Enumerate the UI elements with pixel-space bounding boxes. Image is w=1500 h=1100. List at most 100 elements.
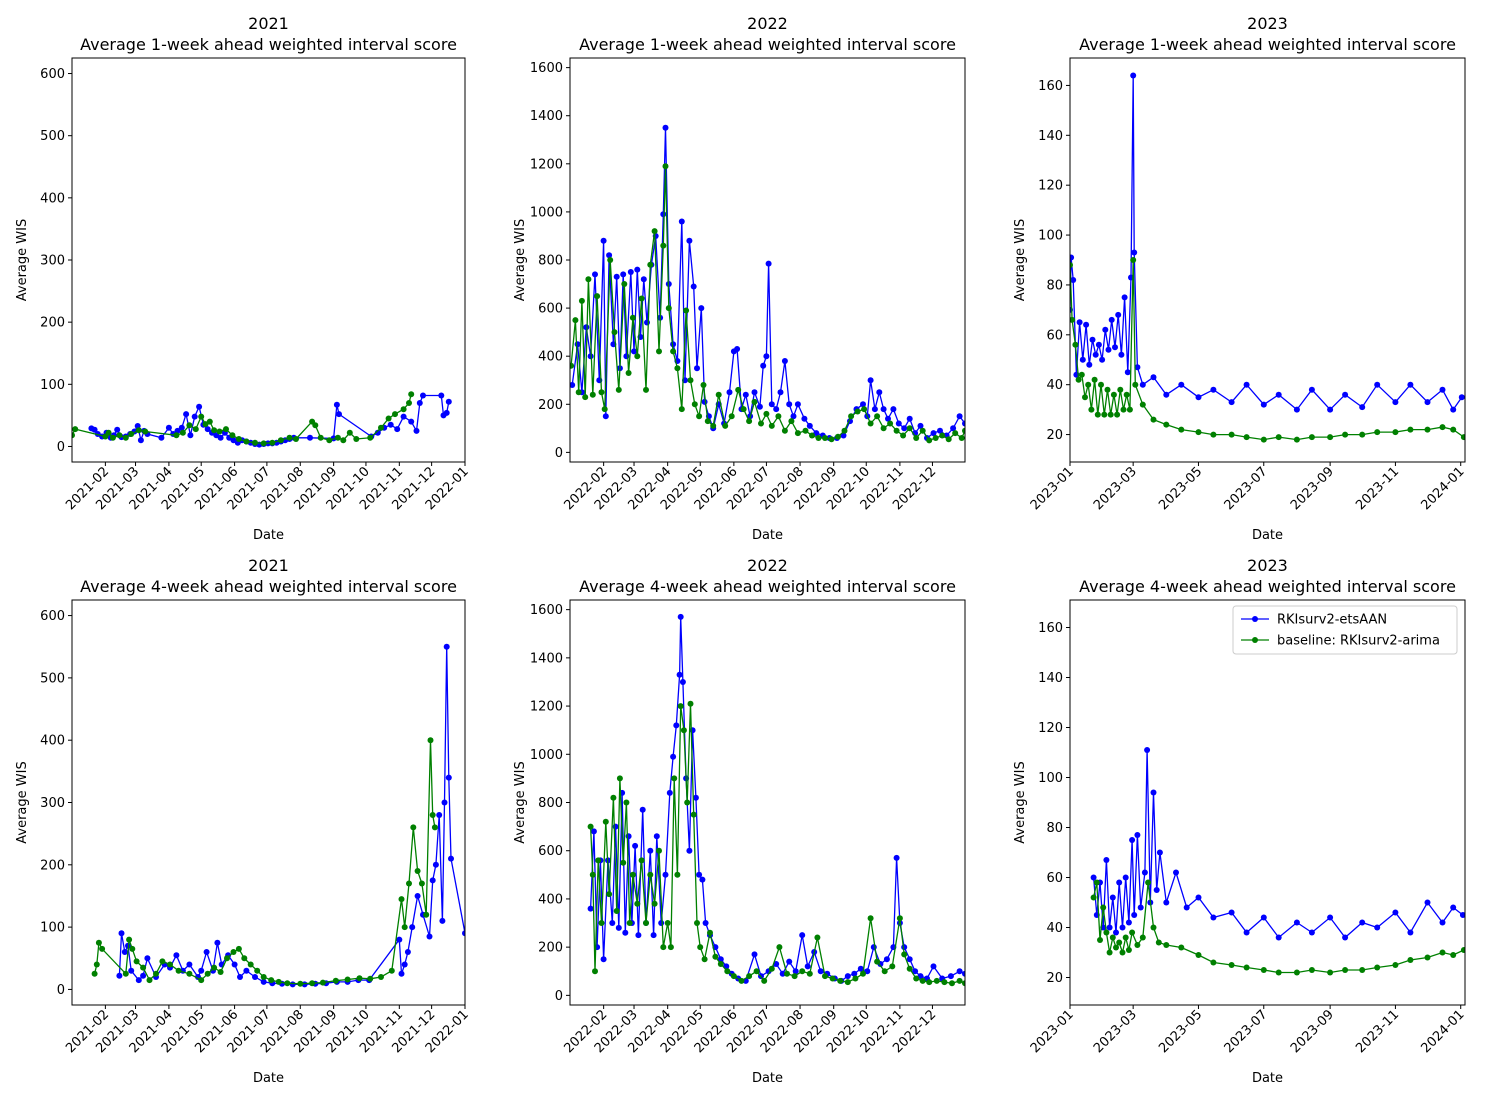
data-point bbox=[650, 932, 657, 939]
data-point bbox=[217, 434, 224, 441]
data-point bbox=[804, 963, 811, 970]
data-point bbox=[385, 415, 392, 422]
data-point bbox=[939, 432, 946, 439]
data-point bbox=[775, 413, 782, 420]
data-point bbox=[1275, 434, 1282, 441]
chart-panel-3: 2023 Average 1-week ahead weighted interv… bbox=[1013, 14, 1468, 543]
chart-panel-6: 2023 Average 4-week ahead weighted interv… bbox=[1013, 556, 1468, 1086]
data-point bbox=[717, 956, 724, 963]
y-tick-label: 600 bbox=[538, 302, 563, 317]
data-point bbox=[696, 871, 703, 878]
y-tick-label: 500 bbox=[40, 671, 65, 686]
data-point bbox=[626, 920, 633, 926]
series-line-arima bbox=[93, 740, 436, 985]
data-point bbox=[1124, 369, 1131, 376]
data-point bbox=[297, 980, 304, 987]
data-point bbox=[854, 408, 861, 415]
data-point bbox=[1407, 426, 1414, 433]
data-point bbox=[889, 963, 896, 970]
data-point bbox=[414, 893, 421, 899]
series-line-etsAAN bbox=[91, 394, 450, 446]
x-tick-label: 2023-03 bbox=[1091, 1007, 1140, 1056]
data-point bbox=[786, 958, 793, 965]
panel-title: Average 1-week ahead weighted interval s… bbox=[1079, 35, 1456, 54]
data-point bbox=[926, 437, 933, 444]
data-point bbox=[684, 799, 691, 806]
data-point bbox=[439, 917, 446, 924]
data-point bbox=[1407, 957, 1414, 963]
y-tick-label: 200 bbox=[538, 941, 563, 956]
data-point bbox=[627, 269, 634, 275]
data-point bbox=[275, 978, 282, 985]
data-point bbox=[585, 276, 592, 283]
data-point bbox=[841, 427, 848, 434]
data-point bbox=[1079, 356, 1086, 363]
data-point bbox=[761, 977, 768, 984]
y-tick-label: 120 bbox=[1038, 179, 1063, 194]
data-point bbox=[697, 944, 704, 951]
x-axis-label: Date bbox=[752, 1071, 783, 1086]
data-point bbox=[186, 422, 193, 429]
data-point bbox=[416, 400, 423, 406]
data-point bbox=[570, 382, 576, 388]
data-point bbox=[1195, 394, 1202, 401]
data-point bbox=[400, 413, 407, 420]
data-point bbox=[1116, 939, 1123, 946]
data-point bbox=[1460, 434, 1465, 441]
legend: RKIsurv2-etsAAN baseline: RKIsurv2-arima bbox=[1232, 605, 1458, 655]
y-tick-label: 20 bbox=[1046, 428, 1063, 443]
data-point bbox=[634, 353, 641, 360]
data-point bbox=[1178, 381, 1185, 388]
data-point bbox=[1121, 294, 1128, 301]
data-point bbox=[952, 430, 959, 437]
data-point bbox=[378, 424, 384, 431]
data-point bbox=[689, 727, 696, 734]
data-point bbox=[159, 958, 166, 965]
x-tick-label: 2024-01 bbox=[1419, 464, 1468, 513]
data-point bbox=[587, 823, 594, 830]
y-tick-label: 40 bbox=[1046, 921, 1063, 936]
data-point bbox=[1308, 386, 1315, 393]
data-point bbox=[930, 430, 937, 437]
data-point bbox=[1359, 431, 1366, 438]
data-point bbox=[268, 977, 275, 984]
data-point bbox=[901, 951, 908, 958]
data-point bbox=[1342, 431, 1349, 438]
data-point bbox=[1153, 887, 1160, 893]
data-point bbox=[814, 934, 821, 941]
data-point bbox=[1178, 944, 1185, 951]
data-point bbox=[670, 753, 677, 760]
data-point bbox=[394, 426, 401, 433]
series-line-etsAAN bbox=[589, 616, 965, 982]
data-point bbox=[857, 965, 864, 972]
data-point bbox=[794, 430, 801, 437]
data-point bbox=[336, 411, 342, 418]
data-point bbox=[173, 952, 180, 959]
data-point bbox=[1308, 434, 1315, 441]
data-point bbox=[1228, 431, 1235, 438]
data-point bbox=[791, 973, 798, 980]
data-point bbox=[956, 413, 963, 420]
data-point bbox=[664, 920, 671, 926]
panel-title: Average 4-week ahead weighted interval s… bbox=[80, 577, 457, 596]
series-line-arima bbox=[72, 394, 412, 445]
data-point bbox=[751, 398, 758, 405]
data-point bbox=[598, 920, 605, 926]
data-point bbox=[95, 939, 102, 946]
y-tick-label: 1000 bbox=[530, 748, 563, 763]
data-point bbox=[625, 833, 632, 840]
data-point bbox=[676, 671, 683, 678]
data-point bbox=[792, 968, 799, 975]
data-point bbox=[851, 970, 858, 977]
data-point bbox=[1243, 964, 1250, 971]
data-point bbox=[696, 413, 703, 420]
y-tick-label: 100 bbox=[1038, 229, 1063, 244]
data-point bbox=[587, 353, 594, 360]
data-point bbox=[178, 424, 185, 431]
data-point bbox=[211, 427, 218, 434]
data-point bbox=[799, 968, 806, 975]
y-tick-label: 60 bbox=[1046, 328, 1063, 343]
data-point bbox=[1094, 411, 1101, 418]
data-point bbox=[602, 413, 609, 420]
data-point bbox=[662, 871, 669, 878]
